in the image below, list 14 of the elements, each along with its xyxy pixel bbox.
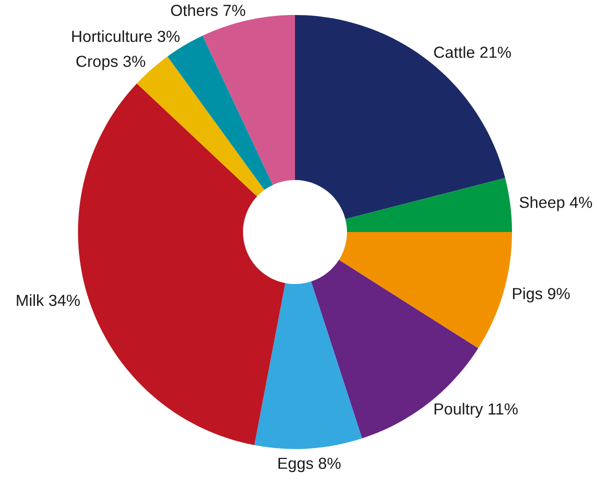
slice-label: Others 7% bbox=[171, 4, 246, 16]
slice-label: Horticulture 3% bbox=[72, 30, 180, 42]
slice-label: Poultry 11% bbox=[434, 402, 518, 418]
donut-slice bbox=[345, 178, 512, 232]
donut-slice bbox=[78, 83, 286, 446]
slice-label: Cattle 21% bbox=[434, 46, 511, 58]
slice-label: Sheep 4% bbox=[520, 196, 592, 212]
slice-label: Eggs 8% bbox=[278, 458, 341, 472]
donut-slice bbox=[254, 281, 362, 449]
slice-label: Crops 3% bbox=[76, 56, 146, 70]
slice-label: Milk 34% bbox=[16, 294, 80, 306]
donut-slice bbox=[338, 232, 512, 348]
donut-slice bbox=[202, 15, 295, 185]
slice-label: Pigs 9% bbox=[513, 288, 570, 302]
